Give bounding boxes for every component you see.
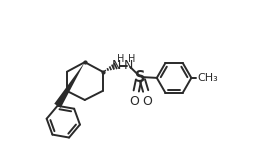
Text: O: O — [129, 95, 139, 108]
Polygon shape — [54, 62, 85, 108]
Text: N: N — [123, 60, 133, 73]
Text: S: S — [135, 70, 146, 85]
Text: H: H — [117, 54, 124, 64]
Text: O: O — [143, 95, 153, 108]
Text: CH₃: CH₃ — [198, 73, 218, 83]
Text: N: N — [112, 60, 121, 73]
Text: H: H — [129, 54, 136, 64]
